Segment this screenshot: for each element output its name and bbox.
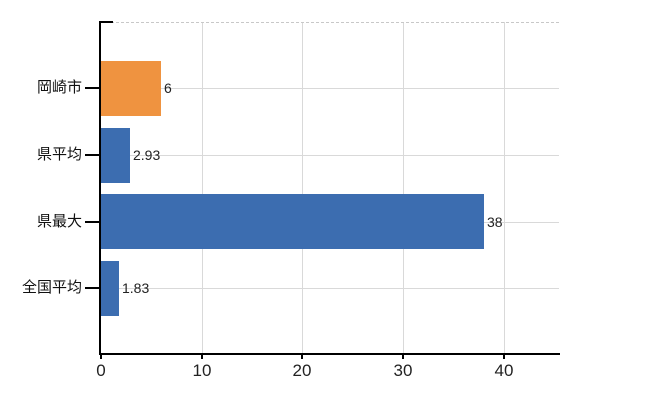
y-axis-top-cap — [99, 21, 113, 23]
gridline-horizontal — [101, 88, 559, 89]
x-tick — [100, 353, 102, 359]
x-axis — [99, 353, 560, 355]
x-tick — [402, 353, 404, 359]
gridline-vertical — [504, 22, 505, 353]
y-tick — [85, 154, 99, 156]
bar[interactable] — [101, 61, 161, 116]
y-axis — [99, 21, 101, 355]
x-tick — [201, 353, 203, 359]
category-label: 県最大 — [36, 213, 82, 230]
bar-value-label: 6 — [164, 80, 172, 96]
gridline-vertical — [403, 22, 404, 353]
bar-value-label: 2.93 — [133, 147, 161, 163]
x-tick — [301, 353, 303, 359]
x-tick-label: 20 — [292, 361, 312, 380]
bar-value-label: 1.83 — [122, 280, 150, 296]
gridline-horizontal — [101, 155, 559, 156]
y-tick — [85, 287, 99, 289]
gridline-vertical — [202, 22, 203, 353]
bar-value-label: 38 — [487, 214, 503, 230]
category-label: 県平均 — [36, 146, 82, 163]
category-label: 全国平均 — [21, 279, 82, 296]
x-tick — [503, 353, 505, 359]
category-label: 岡崎市 — [36, 79, 82, 96]
bar[interactable] — [101, 194, 484, 249]
x-tick-label: 30 — [393, 361, 413, 380]
gridline-vertical — [302, 22, 303, 353]
plot-top-border — [101, 22, 559, 23]
bar[interactable] — [101, 128, 130, 183]
gridline-horizontal — [101, 288, 559, 289]
bar[interactable] — [101, 261, 119, 316]
x-tick-label: 40 — [494, 361, 514, 380]
x-tick-label: 0 — [96, 361, 106, 380]
y-tick — [85, 87, 99, 89]
y-tick — [85, 221, 99, 223]
x-tick-label: 10 — [192, 361, 212, 380]
